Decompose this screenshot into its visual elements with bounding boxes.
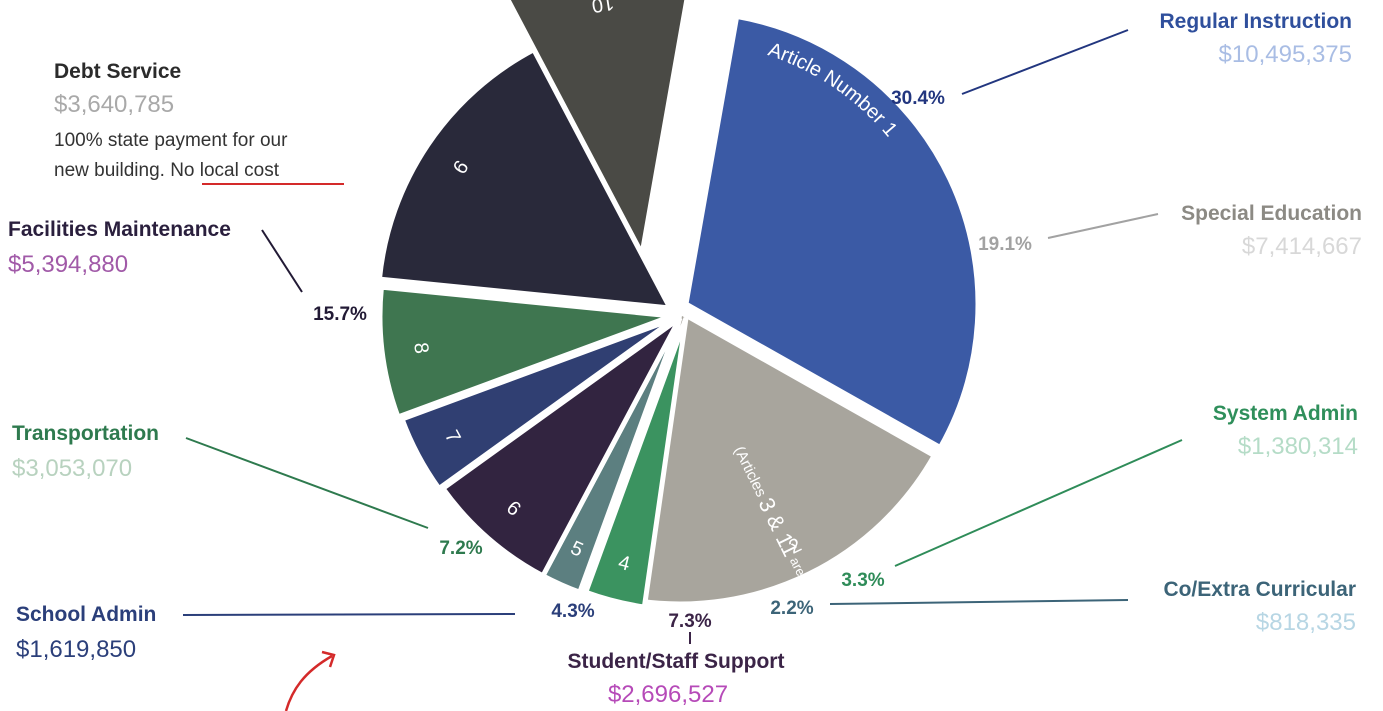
amount-special-education: $7,414,667: [1242, 233, 1362, 260]
leader-line-regular-instruction: [961, 29, 1129, 95]
label-debt-service: Debt Service: [54, 60, 181, 83]
leader-line-school-admin: [182, 613, 516, 616]
percent-system-admin: 3.3%: [841, 570, 884, 591]
category-labels: Regular Instruction $10,495,375 30.4% Speci…: [8, 10, 1362, 708]
pie-slices: [376, 0, 981, 610]
percent-facilities-maintenance: 15.7%: [313, 304, 367, 325]
leader-line-co-extra-curricular: [829, 599, 1129, 605]
pie-slice-7: [377, 284, 673, 421]
label-school-admin: School Admin: [16, 603, 156, 626]
amount-school-admin: $1,619,850: [16, 636, 136, 663]
leader-line-facilities-maintenance: [261, 229, 303, 293]
leader-line-system-admin: [894, 439, 1183, 567]
debt-note-line-1: 100% state payment for our: [54, 130, 288, 151]
percent-co-extra-curricular: 2.2%: [770, 598, 813, 619]
pie-slice-1: [683, 13, 981, 451]
amount-facilities-maintenance: $5,394,880: [8, 251, 128, 278]
pie-slice-3: [582, 317, 689, 610]
percent-special-education: 19.1%: [978, 234, 1032, 255]
percent-regular-instruction: 30.4%: [891, 88, 945, 109]
red-arrow-head: [321, 650, 336, 668]
percent-student-staff-support: 7.3%: [668, 611, 711, 632]
debt-note-line-2: new building. No local cost: [54, 160, 280, 181]
label-facilities-maintenance: Facilities Maintenance: [8, 218, 231, 241]
debt-service-note: 100% state payment for our new building. …: [54, 130, 344, 185]
label-special-education: Special Education: [1181, 202, 1362, 225]
amount-regular-instruction: $10,495,375: [1219, 41, 1352, 68]
pie-slice-8: [376, 46, 675, 311]
label-transportation: Transportation: [12, 422, 159, 445]
label-regular-instruction: Regular Instruction: [1159, 10, 1352, 33]
percent-transportation: 7.2%: [439, 538, 482, 559]
amount-transportation: $3,053,070: [12, 455, 132, 482]
label-student-staff-support: Student/Staff Support: [568, 650, 785, 673]
pie-slice-5: [439, 315, 683, 580]
pie-slice-9: [505, 0, 690, 262]
leader-line-transportation: [185, 437, 429, 529]
percent-school-admin: 4.3%: [551, 601, 594, 622]
red-arrow-annotation: [284, 654, 333, 711]
amount-student-staff-support: $2,696,527: [608, 681, 728, 708]
pie-slice-6: [398, 315, 678, 492]
amount-system-admin: $1,380,314: [1238, 433, 1358, 460]
amount-debt-service: $3,640,785: [54, 91, 174, 118]
leader-line-special-education: [1047, 213, 1159, 239]
slice-label-article-10: 10: [590, 0, 615, 16]
label-system-admin: System Admin: [1213, 402, 1358, 425]
label-co-extra-curricular: Co/Extra Curricular: [1163, 578, 1356, 601]
pie-slice-2: [635, 308, 938, 607]
amount-co-extra-curricular: $818,335: [1256, 609, 1356, 636]
slice-label-article-8: 8: [409, 341, 432, 355]
slice-label-article-4: 4: [616, 552, 632, 576]
